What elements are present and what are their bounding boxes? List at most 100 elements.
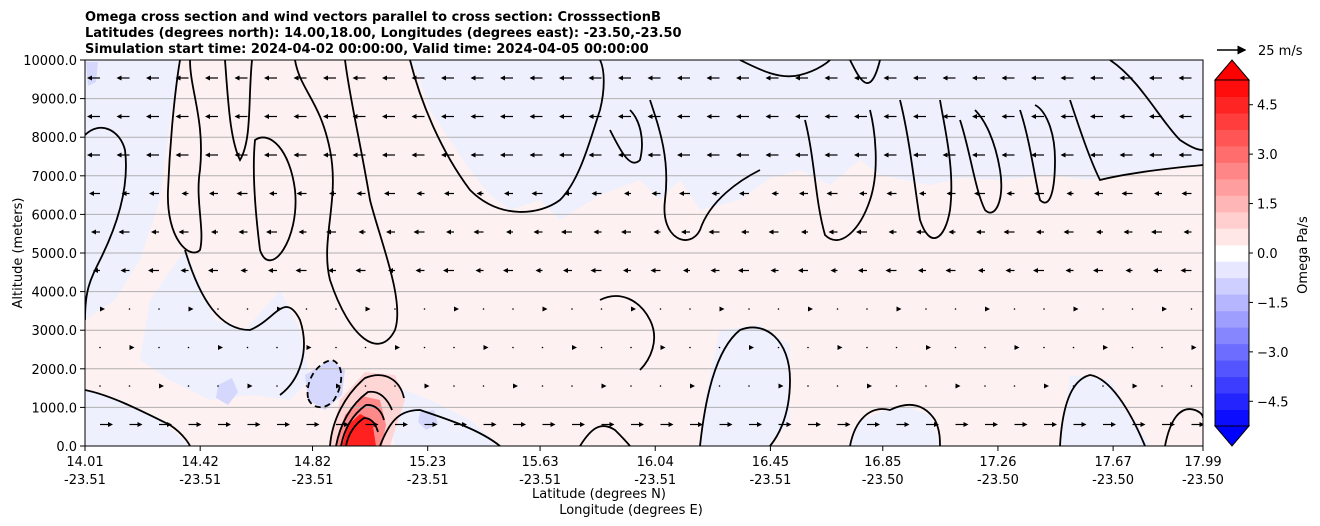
wind-vector-head (470, 114, 476, 119)
wind-vector-head (845, 422, 851, 427)
wind-vector-head (580, 422, 585, 427)
wind-vector-head (601, 383, 607, 389)
wind-vector-head (491, 422, 497, 427)
wind-vector-head (808, 306, 813, 312)
title-line-2: Latitudes (degrees north): 14.00,18.00, … (85, 26, 682, 41)
wind-vector (1102, 308, 1104, 310)
wind-vector-head (561, 229, 566, 235)
colorbar-level (1215, 195, 1249, 213)
contour-line (804, 109, 877, 241)
wind-vector-head (268, 268, 273, 273)
contour-line (329, 374, 405, 446)
colorbar-level (1215, 343, 1249, 361)
wind-vector-head (623, 268, 628, 273)
negative-spot-3 (86, 62, 98, 86)
wind-vector-head (677, 75, 682, 81)
y-tick-label: 0.0 (56, 440, 77, 455)
wind-vector-head (476, 191, 482, 196)
wind-vector-head (411, 114, 417, 119)
wind-vector-head (677, 114, 682, 119)
wind-vector-head (529, 75, 535, 81)
wind-vector-head (295, 268, 301, 273)
wind-vector-head (1149, 75, 1154, 81)
wind-vector-head (946, 191, 952, 196)
wind-vector-head (93, 268, 98, 273)
wind-vector-head (121, 191, 127, 196)
y-tick-label: 6000.0 (32, 208, 78, 223)
wind-vector-head (415, 268, 421, 273)
wind-vector-head (175, 152, 181, 158)
title-line-1: Omega cross section and wind vectors par… (85, 10, 661, 25)
wind-vector-head (196, 422, 202, 427)
wind-vector-head (631, 306, 636, 312)
contour-line (739, 60, 831, 78)
wind-vector (364, 385, 367, 387)
wind-vector-head (446, 229, 451, 235)
wind-vector-head (413, 229, 419, 235)
wind-vector-head (972, 75, 977, 81)
wind-vector-head (978, 268, 983, 273)
negative-region-upper-left (85, 60, 180, 320)
wind-vector (866, 346, 868, 349)
wind-vector-head (1094, 191, 1099, 196)
colorbar: 4.5 3.0 1.5 0.0 −1.5 −3.0 −4.5 (1213, 59, 1289, 447)
wind-vector-head (535, 268, 541, 273)
negative-region-center-lower (380, 380, 500, 446)
wind-vector-head (896, 306, 902, 312)
quiver-key-label: 25 m/s (1258, 44, 1303, 59)
wind-vector-head (945, 268, 951, 273)
wind-vector-head (483, 345, 489, 350)
wind-vector (276, 346, 278, 349)
wind-vector-head (344, 422, 349, 427)
wind-vector (99, 346, 101, 349)
wind-vector-head (681, 229, 686, 235)
wind-vector-head (1121, 191, 1127, 196)
wind-vector-head (1149, 152, 1154, 158)
negative-region-right-lower (700, 325, 790, 446)
y-tick-label: 7000.0 (32, 170, 78, 185)
wind-vector-head (942, 114, 948, 119)
wind-vector-head (352, 75, 358, 81)
wind-vector (453, 346, 455, 349)
wind-vector (187, 346, 190, 349)
wind-vector-head (475, 268, 481, 273)
wind-vector-head (116, 152, 122, 158)
wind-vector-head (886, 191, 892, 196)
wind-vector (748, 308, 750, 310)
wind-vector-head (741, 229, 746, 235)
wind-vector (541, 346, 544, 349)
wind-vector (99, 385, 101, 387)
wind-vector (748, 385, 750, 387)
x-tick-label-lat: 15.63 (521, 455, 558, 470)
wind-vector-head (542, 306, 548, 312)
wind-vector-head (1096, 229, 1101, 235)
wind-vector-head (441, 152, 446, 158)
wind-vector (984, 385, 986, 387)
colorbar-level (1215, 178, 1249, 196)
colorbar-level (1215, 96, 1249, 114)
wind-vector-head (854, 152, 859, 158)
wind-vector (689, 346, 691, 349)
wind-vector (335, 308, 337, 310)
wind-vector (1102, 385, 1104, 387)
wind-vector-head (647, 75, 653, 81)
wind-vector-head (590, 268, 596, 273)
wind-vector-head (470, 75, 476, 81)
wind-vector-head (875, 422, 880, 427)
x-tick-label-lat: 17.26 (979, 455, 1016, 470)
wind-vector-head (87, 152, 92, 158)
wind-vector (1131, 346, 1134, 349)
wind-vector (866, 308, 868, 310)
wind-vector-head (188, 306, 194, 312)
y-tick-label: 3000.0 (32, 324, 78, 339)
colorbar-tick-label: 4.5 (1257, 99, 1278, 114)
wind-vector-head (1033, 268, 1038, 273)
wind-vector-head (323, 152, 328, 158)
gridlines (85, 98, 1203, 408)
wind-vector (1161, 385, 1163, 387)
wind-vector (1043, 308, 1045, 310)
colorbar-level (1215, 162, 1249, 180)
wind-vector (954, 308, 957, 310)
wind-vector-head (211, 229, 216, 235)
wind-vector-head (120, 268, 126, 273)
